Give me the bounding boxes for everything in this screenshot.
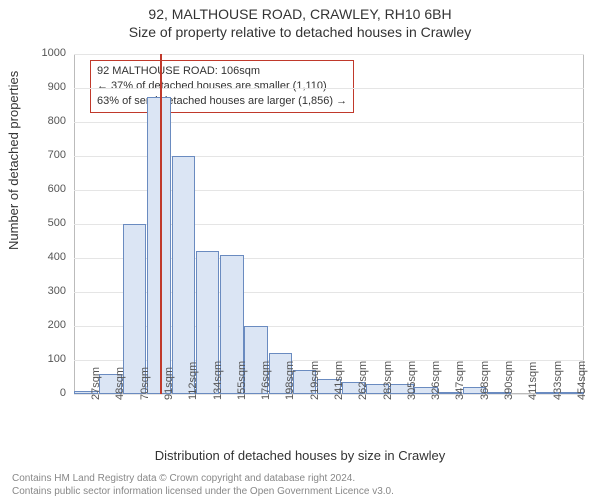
y-tick-label: 900 [0, 81, 66, 93]
y-tick-label: 1000 [0, 47, 66, 59]
page-title-line2: Size of property relative to detached ho… [0, 24, 600, 40]
histogram-bar [172, 156, 195, 394]
y-tick-label: 400 [0, 251, 66, 263]
y-tick-label: 800 [0, 115, 66, 127]
gridline [74, 88, 584, 89]
infobox-line1: 92 MALTHOUSE ROAD: 106sqm [97, 64, 347, 79]
y-tick-label: 200 [0, 319, 66, 331]
property-marker-line [160, 54, 162, 394]
y-tick-label: 600 [0, 183, 66, 195]
y-tick-label: 100 [0, 353, 66, 365]
histogram-bar [147, 97, 170, 395]
infobox-line2: ← 37% of detached houses are smaller (1,… [97, 79, 347, 94]
copyright-notice: Contains HM Land Registry data © Crown c… [6, 470, 400, 500]
y-tick-label: 300 [0, 285, 66, 297]
y-tick-label: 0 [0, 387, 66, 399]
marker-infobox: 92 MALTHOUSE ROAD: 106sqm ← 37% of detac… [90, 60, 354, 113]
gridline [74, 54, 584, 55]
y-tick-label: 500 [0, 217, 66, 229]
page-title-line1: 92, MALTHOUSE ROAD, CRAWLEY, RH10 6BH [0, 6, 600, 22]
infobox-line3: 63% of semi-detached houses are larger (… [97, 94, 347, 109]
copyright-line2: Contains public sector information licen… [12, 485, 394, 498]
y-tick-label: 700 [0, 149, 66, 161]
x-axis-label: Distribution of detached houses by size … [0, 448, 600, 463]
copyright-line1: Contains HM Land Registry data © Crown c… [12, 472, 394, 485]
